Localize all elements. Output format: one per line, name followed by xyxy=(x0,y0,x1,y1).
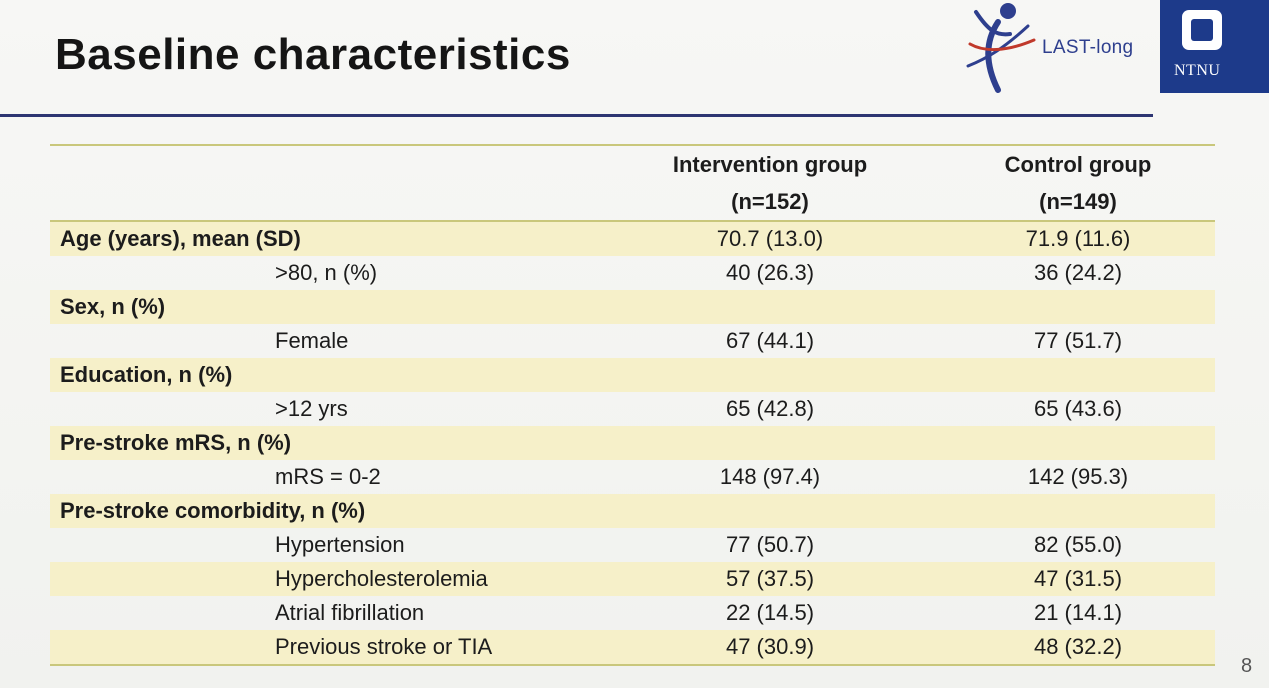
table-header-n-row: (n=152) (n=149) xyxy=(50,183,1215,220)
row-intervention-value: 67 (44.1) xyxy=(725,328,815,353)
row-intervention-value: 22 (14.5) xyxy=(725,600,815,625)
row-control-value: 48 (32.2) xyxy=(1033,634,1123,659)
header-control-n: (n=149) xyxy=(1039,188,1117,214)
row-label: >12 yrs xyxy=(275,396,348,421)
row-label: Sex, n (%) xyxy=(60,294,166,319)
row-intervention-value: 40 (26.3) xyxy=(725,260,815,285)
table-row: Atrial fibrillation 22 (14.5) 21 (14.1) xyxy=(50,596,1215,630)
row-label: Pre-stroke comorbidity, n (%) xyxy=(60,498,366,523)
table-row: mRS = 0-2 148 (97.4) 142 (95.3) xyxy=(50,460,1215,494)
row-label: >80, n (%) xyxy=(275,260,378,285)
row-control-value: 82 (55.0) xyxy=(1033,532,1123,557)
row-intervention-value: 65 (42.8) xyxy=(725,396,815,421)
row-label: Hypertension xyxy=(275,532,405,557)
table-header-row: Intervention group Control group xyxy=(50,146,1215,183)
row-label: Atrial fibrillation xyxy=(275,600,425,625)
table-row: Pre-stroke mRS, n (%) xyxy=(50,426,1215,460)
slide-title: Baseline characteristics xyxy=(55,30,571,79)
title-rule xyxy=(0,114,1153,117)
table-row: Pre-stroke comorbidity, n (%) xyxy=(50,494,1215,528)
row-label: Age (years), mean (SD) xyxy=(60,226,301,251)
table-row: Sex, n (%) xyxy=(50,290,1215,324)
row-label: Female xyxy=(275,328,349,353)
table-row: Age (years), mean (SD) 70.7 (13.0) 71.9 … xyxy=(50,222,1215,256)
table-row: Hypercholesterolemia 57 (37.5) 47 (31.5) xyxy=(50,562,1215,596)
row-intervention-value: 77 (50.7) xyxy=(725,532,815,557)
row-control-value: 142 (95.3) xyxy=(1027,464,1129,489)
row-control-value: 47 (31.5) xyxy=(1033,566,1123,591)
row-label: Hypercholesterolemia xyxy=(275,566,488,591)
row-intervention-value: 47 (30.9) xyxy=(725,634,815,659)
ntnu-mark-icon xyxy=(1182,10,1222,50)
row-control-value: 36 (24.2) xyxy=(1033,260,1123,285)
row-intervention-value: 70.7 (13.0) xyxy=(716,226,824,251)
row-label: Previous stroke or TIA xyxy=(275,634,493,659)
last-long-text: LAST-long xyxy=(1042,37,1134,58)
table-row: >12 yrs 65 (42.8) 65 (43.6) xyxy=(50,392,1215,426)
ntnu-logo: NTNU xyxy=(1160,0,1269,93)
ntnu-text: NTNU xyxy=(1174,62,1221,79)
last-long-figure-icon xyxy=(966,3,1036,93)
row-label: mRS = 0-2 xyxy=(275,464,381,489)
table-top-rule xyxy=(50,144,1215,146)
table-bottom-rule xyxy=(50,664,1215,666)
header-intervention: Intervention group xyxy=(672,151,868,177)
row-control-value: 65 (43.6) xyxy=(1033,396,1123,421)
header-control: Control group xyxy=(1004,151,1152,177)
header-intervention-n: (n=152) xyxy=(731,188,809,214)
row-control-value: 77 (51.7) xyxy=(1033,328,1123,353)
table-row: Hypertension 77 (50.7) 82 (55.0) xyxy=(50,528,1215,562)
table-row: Female 67 (44.1) 77 (51.7) xyxy=(50,324,1215,358)
baseline-table: Intervention group Control group (n=152)… xyxy=(50,144,1215,666)
row-label: Education, n (%) xyxy=(60,362,233,387)
table-row: Previous stroke or TIA 47 (30.9) 48 (32.… xyxy=(50,630,1215,664)
table-row: Education, n (%) xyxy=(50,358,1215,392)
table-header-rule xyxy=(50,220,1215,222)
row-control-value: 21 (14.1) xyxy=(1033,600,1123,625)
row-control-value: 71.9 (11.6) xyxy=(1025,226,1131,251)
table-row: >80, n (%) 40 (26.3) 36 (24.2) xyxy=(50,256,1215,290)
last-long-logo: LAST-long xyxy=(958,0,1158,95)
row-intervention-value: 57 (37.5) xyxy=(725,566,815,591)
page-number: 8 xyxy=(1241,655,1253,677)
row-intervention-value: 148 (97.4) xyxy=(719,464,821,489)
row-label: Pre-stroke mRS, n (%) xyxy=(60,430,292,455)
